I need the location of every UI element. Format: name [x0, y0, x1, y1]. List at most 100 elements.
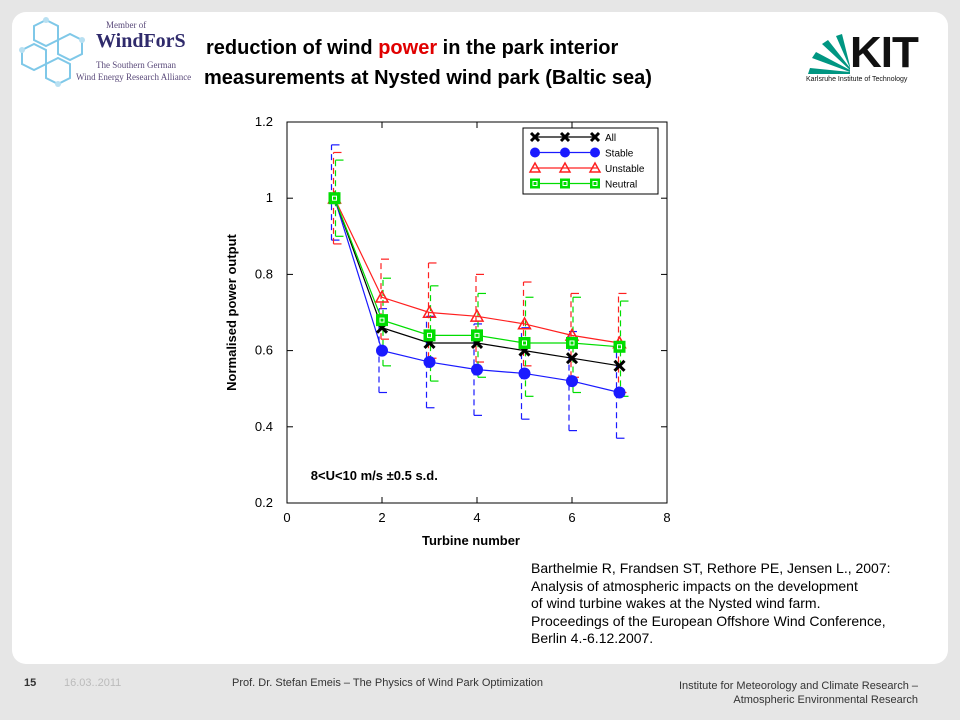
marker-square [376, 314, 388, 327]
title-pre: reduction of wind [206, 37, 379, 59]
marker-x [565, 352, 579, 365]
member-of-label: Member of [106, 20, 147, 30]
footer-institute-line-1: Institute for Meteorology and Climate Re… [678, 680, 918, 692]
marker-square-inner [532, 181, 538, 186]
marker-x [559, 131, 571, 143]
legend-label-unstable: Unstable [605, 164, 645, 175]
marker-circle [471, 363, 483, 376]
chart-markers [327, 190, 627, 399]
y-tick-label: 0.4 [255, 419, 273, 434]
marker-square [590, 178, 600, 189]
title-post: in the park interior [437, 37, 619, 59]
marker-square-inner [332, 195, 337, 201]
marker-square [613, 340, 626, 353]
marker-square-inner [569, 340, 575, 346]
marker-square [530, 178, 540, 189]
marker-square [518, 336, 531, 349]
marker-square-fill [471, 329, 483, 342]
marker-square-fill [566, 336, 578, 349]
marker-x-stroke [529, 131, 541, 143]
chart-legend: All Stable Unstable Neutral [522, 127, 659, 195]
marker-square-fill [613, 340, 626, 353]
marker-square-inner [522, 340, 527, 346]
marker-circle [590, 147, 600, 158]
title-highlight: power [378, 37, 438, 59]
marker-x [589, 131, 601, 143]
windfors-logo: Member of WindForS The Southern German W… [14, 16, 191, 96]
marker-square-fill [423, 329, 436, 342]
y-tick-label: 0.8 [255, 266, 273, 281]
page-number: 15 [24, 677, 37, 689]
y-tick-label: 1 [266, 190, 273, 205]
reference-line: Proceedings of the European Offshore Win… [531, 612, 886, 629]
marker-square-fill [560, 178, 570, 189]
marker-circle [566, 375, 578, 388]
x-tick-label: 2 [378, 510, 385, 525]
legend-label-all: All [605, 133, 616, 144]
marker-x-stroke [589, 131, 601, 143]
marker-square [328, 192, 341, 205]
reference-line: Barthelmie R, Frandsen ST, Rethore PE, J… [531, 560, 891, 576]
marker-triangle [517, 316, 532, 330]
marker-x-stroke [559, 131, 571, 143]
marker-square-inner [379, 317, 385, 323]
footer-author: Prof. Dr. Stefan Emeis – The Physics of … [232, 677, 543, 689]
windfors-brand: WindForS [96, 30, 186, 52]
marker-circle [518, 367, 531, 380]
marker-triangle [422, 304, 437, 319]
legend-label-neutral: Neutral [605, 180, 637, 191]
y-axis-label: Normalised power output [224, 233, 239, 390]
marker-square-fill [518, 336, 531, 349]
marker-circle [560, 147, 570, 158]
marker-square-fill [590, 178, 600, 189]
marker-triangle [374, 289, 390, 303]
y-tick-label: 1.2 [255, 114, 273, 129]
reference-line: of wind turbine wakes at the Nysted wind… [531, 595, 821, 612]
chart-axes: 0 2 4 6 8 0.2 0.4 0.6 0.8 1 1.2 [255, 114, 671, 525]
marker-square-fill [328, 192, 341, 205]
reference-citation: Barthelmie R, Frandsen ST, Rethore PE, J… [531, 560, 891, 648]
footer-institute: Institute for Meteorology and Climate Re… [679, 679, 918, 707]
marker-x [613, 359, 626, 372]
x-tick-label: 8 [663, 510, 670, 525]
kit-fan-icon [808, 34, 850, 74]
kit-logo: KIT Karlsruhe Institute of Technology [806, 28, 922, 94]
marker-x-stroke [613, 359, 626, 372]
kit-logo-text: KIT [850, 28, 919, 77]
marker-square-fill [376, 314, 388, 327]
marker-circle [376, 344, 388, 357]
marker-x-stroke [565, 352, 579, 365]
marker-square-fill [530, 178, 540, 189]
marker-circle [423, 356, 436, 369]
series-line-unstable [333, 197, 620, 344]
marker-square [566, 336, 578, 349]
slide-title-line-2: measurements at Nysted wind park (Baltic… [204, 67, 652, 89]
x-axis-label: Turbine number [422, 533, 520, 548]
x-tick-label: 6 [568, 510, 575, 525]
reference-line: Berlin 4.-6.12.2007. [531, 630, 654, 647]
marker-triangle [528, 161, 542, 173]
windfors-tagline-2: Wind Energy Research Alliance [76, 72, 192, 82]
marker-square [471, 329, 483, 342]
x-tick-label: 0 [283, 510, 290, 525]
marker-square-inner [474, 332, 480, 338]
marker-square-inner [427, 332, 432, 338]
footer-institute-line-2: Atmospheric Environmental Research [733, 694, 918, 706]
windfors-tagline-1: The Southern German [96, 60, 176, 70]
marker-square [423, 329, 436, 342]
marker-circle [530, 147, 540, 158]
power-output-chart: 0 2 4 6 8 0.2 0.4 0.6 0.8 1 1.2 All Stable Unstable N… [224, 114, 671, 548]
y-tick-label: 0.6 [255, 343, 273, 358]
marker-square [560, 178, 570, 189]
marker-triangle [588, 161, 602, 173]
marker-x [529, 131, 541, 143]
windfors-network-icon [19, 17, 85, 87]
reference-line: Analysis of atmospheric impacts on the d… [531, 577, 858, 594]
marker-triangle [469, 308, 485, 322]
y-tick-label: 0.2 [255, 495, 273, 510]
kit-logo-subtitle: Karlsruhe Institute of Technology [806, 76, 908, 83]
legend-label-stable: Stable [605, 149, 634, 160]
slide-title-line-1: reduction of wind power in the park inte… [206, 37, 618, 60]
marker-square-inner [562, 181, 568, 186]
marker-square-inner [592, 181, 598, 186]
